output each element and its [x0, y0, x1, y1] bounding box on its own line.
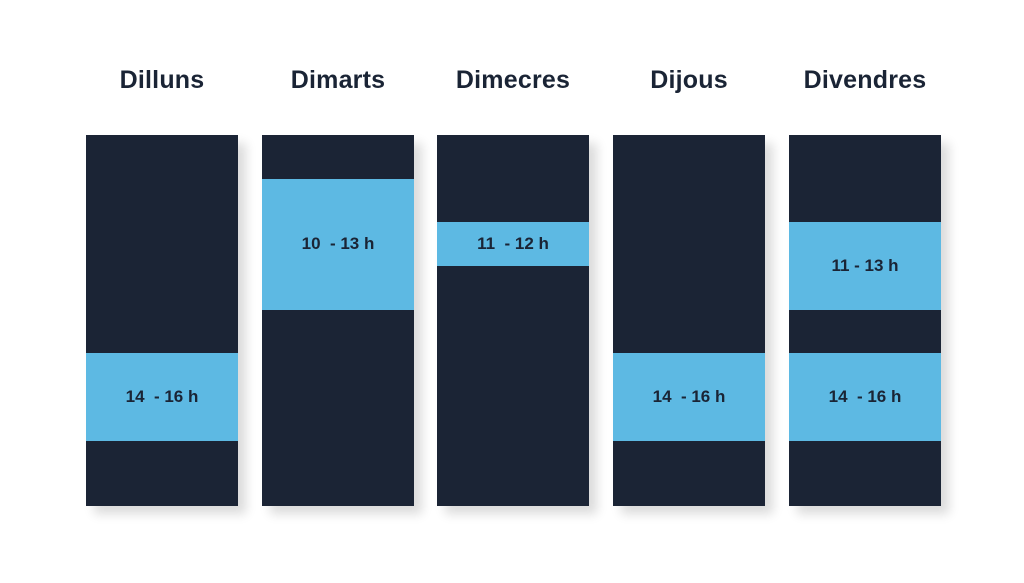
time-slot: 14 - 16 h: [86, 353, 238, 441]
time-slot: 14 - 16 h: [613, 353, 765, 441]
day-column-dimecres: Dimecres 11 - 12 h: [437, 0, 589, 583]
time-slot-label: 11 - 13 h: [831, 255, 899, 275]
time-slot-label: 11 - 12 h: [477, 234, 549, 254]
day-column-dilluns: Dilluns 14 - 16 h: [86, 0, 238, 583]
time-slot-label: 14 - 16 h: [125, 386, 199, 406]
time-slot-label: 14 - 16 h: [652, 386, 726, 406]
day-bar: 14 - 16 h: [613, 135, 765, 506]
day-column-divendres: Divendres 11 - 13 h 14 - 16 h: [789, 0, 941, 583]
day-title: Divendres: [803, 66, 927, 94]
time-slot: 10 - 13 h: [262, 178, 414, 310]
day-bar: 11 - 12 h: [437, 135, 589, 506]
day-bar: 14 - 16 h: [86, 135, 238, 506]
time-slot-label: 10 - 13 h: [301, 234, 375, 254]
day-title: Dimecres: [455, 66, 571, 94]
day-title: Dilluns: [119, 66, 205, 94]
day-bar: 11 - 13 h 14 - 16 h: [789, 135, 941, 506]
day-column-dimarts: Dimarts 10 - 13 h: [262, 0, 414, 583]
day-title: Dimarts: [290, 66, 386, 94]
time-slot: 11 - 12 h: [437, 222, 589, 266]
time-slot-label: 14 - 16 h: [828, 386, 902, 406]
day-title: Dijous: [650, 66, 728, 94]
time-slot: 11 - 13 h: [789, 222, 941, 310]
day-bar: 10 - 13 h: [262, 135, 414, 506]
day-column-dijous: Dijous 14 - 16 h: [613, 0, 765, 583]
time-slot: 14 - 16 h: [789, 353, 941, 441]
